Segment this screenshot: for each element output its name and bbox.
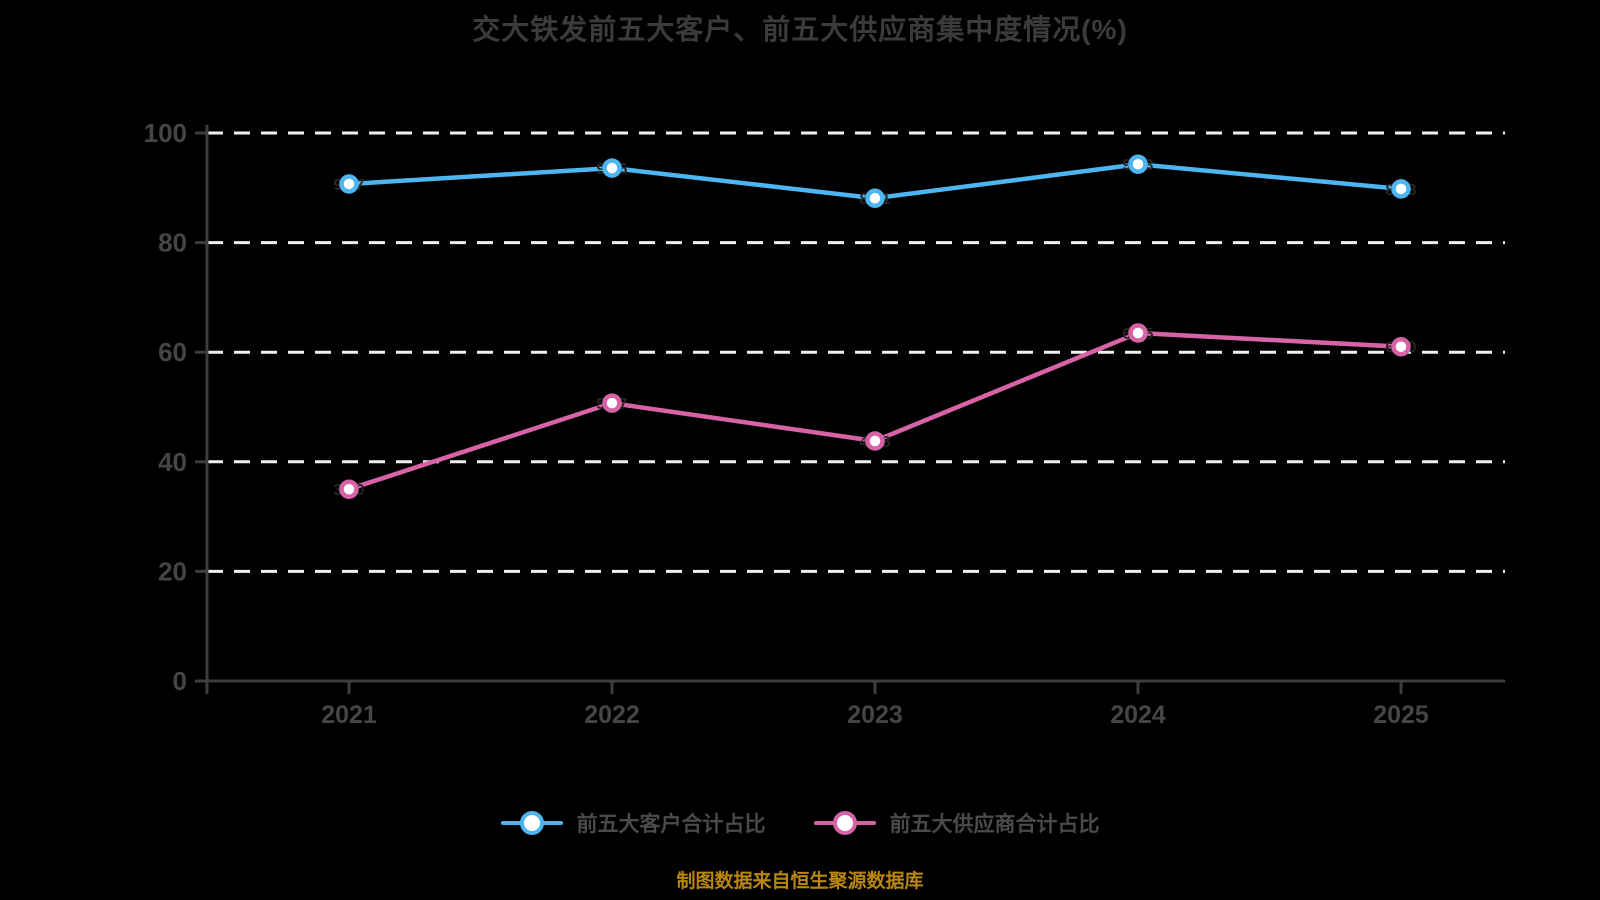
y-tick-label: 80 [158,228,187,258]
suppliers-data-point-marker [339,479,359,499]
legend-item-customers[interactable]: 前五大客户合计占比 [500,808,766,838]
data-source-note: 制图数据来自恒生聚源数据库 [676,871,924,892]
customers-data-point-marker [339,174,359,194]
y-tick-label: 100 [144,118,187,148]
y-tick-label: 40 [158,447,187,477]
customers-legend-marker-icon [500,810,563,836]
suppliers-data-point-marker [602,393,622,413]
customers-data-point-marker [865,188,885,208]
suppliers-series-line [346,330,1404,492]
chart-title: 交大铁发前五大客户、前五大供应商集中度情况(%) [472,14,1128,45]
customers-data-point-marker [602,158,622,178]
legend: 前五大客户合计占比 前五大供应商合计占比 [0,808,1600,838]
legend-item-suppliers[interactable]: 前五大供应商合计占比 [813,808,1100,838]
x-tick-label: 2024 [1110,701,1166,729]
suppliers-legend-marker-icon [813,810,876,836]
suppliers-data-point-marker [1128,323,1148,343]
x-tick-label: 2023 [847,701,903,729]
y-tick-label: 60 [158,337,187,367]
x-tick-label: 2021 [321,701,377,729]
x-tick-label: 2022 [584,701,640,729]
customers-data-point-marker [1391,179,1411,199]
suppliers-legend-label: 前五大供应商合计占比 [889,813,1100,836]
x-tick-label: 2025 [1373,701,1429,729]
y-tick-label: 20 [158,556,187,586]
customers-data-point-marker [1128,154,1148,174]
suppliers-data-point-marker [1391,336,1411,357]
suppliers-data-point-marker [865,431,885,451]
y-tick-label: 0 [173,666,187,696]
customers-legend-label: 前五大客户合计占比 [576,813,766,836]
